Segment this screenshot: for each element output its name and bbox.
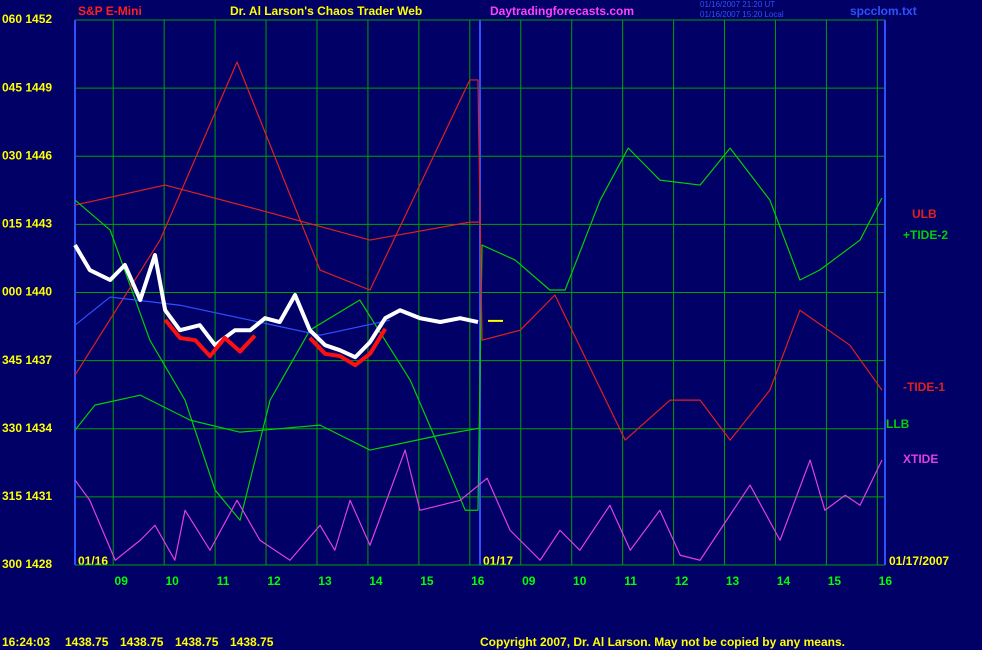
x-tick-label: 14 [777,574,791,588]
y-tick-label: 330 1434 [2,421,52,435]
x-tick-label: 12 [675,574,689,588]
series-label: LLB [886,417,910,431]
x-tick-label: 16 [879,574,893,588]
x-tick-label: 15 [828,574,842,588]
website: Daytradingforecasts.com [490,4,634,18]
series-label: +TIDE-2 [903,228,948,242]
status-time: 16:24:03 [2,635,50,649]
date-label: 01/17/2007 [889,554,949,568]
date-label: 01/16 [78,554,108,568]
x-tick-label: 10 [165,574,179,588]
x-tick-label: 10 [573,574,587,588]
x-tick-label: 13 [726,574,740,588]
x-tick-label: 16 [471,574,485,588]
series-label: -TIDE-1 [903,380,945,394]
status-value: 1438.75 [65,635,109,649]
series-line [73,244,479,360]
y-tick-label: 000 1440 [2,285,52,299]
timestamp: 01/16/2007 21:20 UT [700,0,775,9]
series-line [74,296,390,336]
series-line [74,184,480,241]
series-line [163,318,257,359]
status-value: 1438.75 [175,635,219,649]
series-line [74,449,883,561]
x-tick-label: 11 [217,574,230,588]
x-tick-label: 13 [318,574,332,588]
y-tick-label: 015 1443 [2,217,52,231]
file-name: spcclom.txt [850,4,917,18]
series-label: ULB [912,207,937,221]
status-value: 1438.75 [120,635,164,649]
y-tick-label: 060 1452 [2,12,52,26]
y-tick-label: 315 1431 [2,489,52,503]
x-tick-label: 11 [624,574,637,588]
y-tick-label: 045 1449 [2,80,52,94]
y-tick-label: 300 1428 [2,557,52,571]
instrument: S&P E-Mini [78,4,142,18]
x-tick-label: 09 [115,574,129,588]
x-tick-label: 15 [420,574,434,588]
date-label: 01/17 [483,554,513,568]
series-line [308,327,387,368]
x-tick-label: 14 [369,574,383,588]
chart-title: Dr. Al Larson's Chaos Trader Web [230,4,422,18]
y-tick-label: 345 1437 [2,353,52,367]
x-tick-label: 09 [522,574,536,588]
status-value: 1438.75 [230,635,274,649]
y-tick-label: 030 1446 [2,148,52,162]
series-line [74,147,883,521]
series-line [74,394,481,451]
copyright: Copyright 2007, Dr. Al Larson. May not b… [480,635,845,649]
series-label: XTIDE [903,452,938,466]
timestamp: 01/16/2007 15:20 Local [700,10,784,19]
series-line [74,61,883,441]
x-tick-label: 12 [267,574,281,588]
